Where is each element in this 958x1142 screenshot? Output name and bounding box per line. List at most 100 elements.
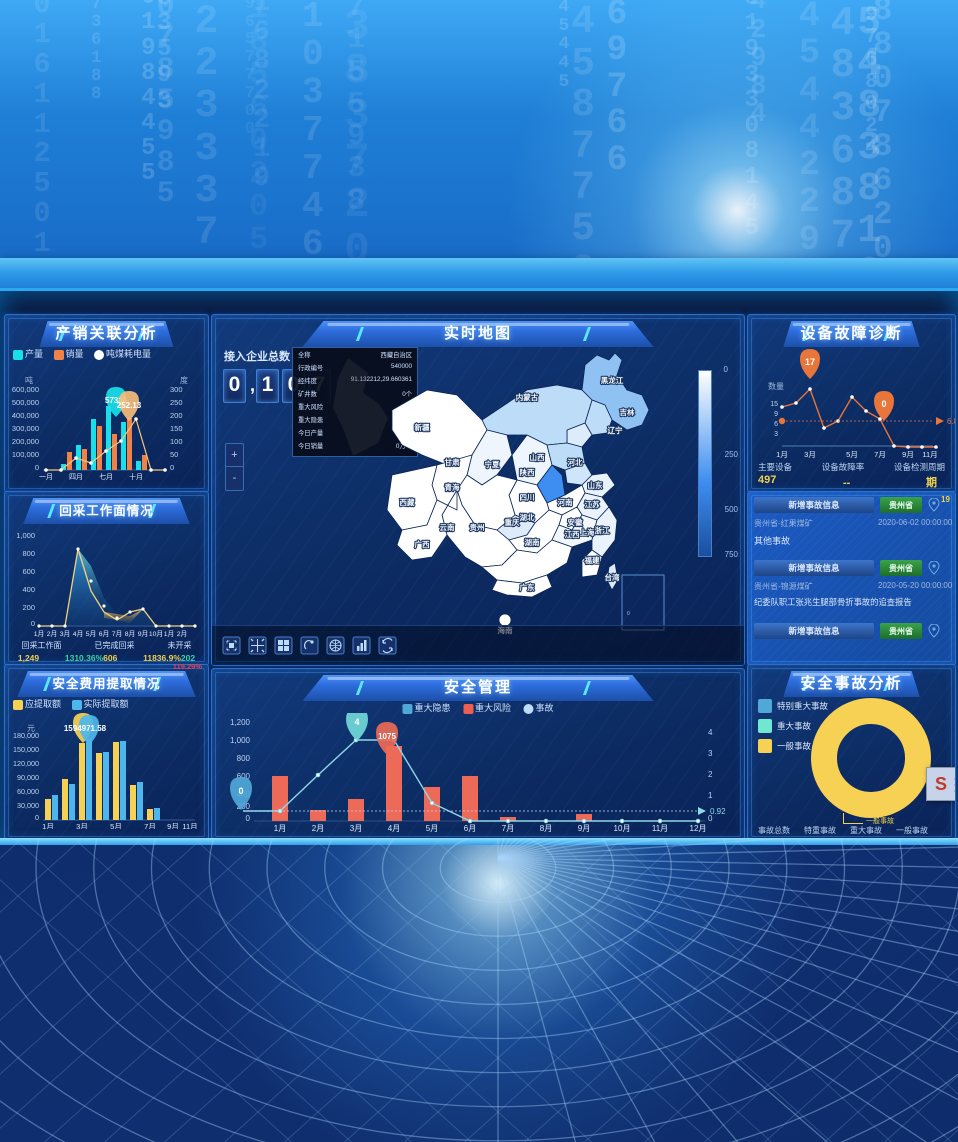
svg-text:1月: 1月: [42, 822, 54, 829]
svg-text:江西: 江西: [565, 529, 580, 539]
svg-text:3月: 3月: [350, 824, 362, 833]
svg-text:4: 4: [708, 728, 713, 737]
svg-text:0: 0: [238, 786, 243, 796]
svg-text:7月: 7月: [502, 824, 514, 833]
svg-text:1月: 1月: [776, 450, 788, 459]
svg-text:3月: 3月: [76, 822, 88, 829]
svg-text:300,000: 300,000: [12, 424, 39, 433]
svg-text:5月: 5月: [846, 450, 858, 459]
svg-text:4月: 4月: [388, 824, 400, 833]
svg-text:云南: 云南: [440, 522, 455, 532]
svg-text:福建: 福建: [584, 555, 600, 565]
svg-text:11月: 11月: [182, 822, 197, 829]
svg-text:广西: 广西: [415, 539, 430, 549]
svg-text:宁夏: 宁夏: [485, 459, 500, 469]
svg-text:11月: 11月: [922, 450, 937, 459]
svg-text:新疆: 新疆: [415, 422, 430, 432]
svg-text:100,000: 100,000: [12, 450, 39, 459]
svg-text:湖北: 湖北: [520, 512, 535, 522]
svg-text:上海: 上海: [580, 527, 595, 537]
svg-text:安徽: 安徽: [568, 517, 583, 527]
svg-text:800: 800: [237, 754, 251, 763]
svg-text:9月: 9月: [167, 822, 179, 829]
svg-text:4月: 4月: [73, 630, 84, 638]
svg-text:1月: 1月: [164, 630, 175, 638]
svg-text:11月: 11月: [652, 824, 668, 833]
svg-text:1月: 1月: [274, 824, 286, 833]
svg-text:四川: 四川: [520, 493, 535, 502]
svg-text:河南: 河南: [558, 497, 573, 507]
svg-text:5月: 5月: [86, 630, 97, 638]
svg-text:青海: 青海: [445, 482, 460, 492]
svg-text:0: 0: [627, 611, 630, 617]
svg-text:1594971.58: 1594971.58: [64, 724, 107, 733]
svg-text:山西: 山西: [530, 452, 545, 462]
svg-text:17: 17: [805, 357, 815, 367]
svg-text:180,000: 180,000: [13, 731, 39, 740]
svg-text:3: 3: [774, 431, 778, 438]
svg-text:1,200: 1,200: [230, 718, 251, 727]
svg-text:120,000: 120,000: [13, 759, 39, 768]
svg-text:一月: 一月: [39, 473, 53, 481]
svg-text:0: 0: [170, 463, 174, 472]
svg-text:3: 3: [708, 749, 713, 758]
svg-text:7月: 7月: [874, 450, 886, 459]
svg-text:5月: 5月: [110, 822, 122, 829]
svg-text:1,000: 1,000: [230, 736, 251, 745]
svg-text:252.13: 252.13: [117, 401, 142, 410]
svg-text:8月: 8月: [125, 630, 136, 638]
svg-text:江苏: 江苏: [585, 499, 600, 509]
svg-text:200,000: 200,000: [12, 437, 39, 446]
svg-text:90,000: 90,000: [17, 773, 39, 782]
svg-text:3月: 3月: [804, 450, 816, 459]
svg-text:广东: 广东: [520, 582, 535, 592]
svg-text:湖南: 湖南: [525, 537, 540, 547]
svg-text:250: 250: [170, 398, 183, 407]
svg-text:重庆: 重庆: [505, 517, 520, 527]
svg-text:30,000: 30,000: [17, 801, 39, 810]
svg-text:台湾: 台湾: [605, 572, 620, 582]
svg-text:9月: 9月: [902, 450, 914, 459]
svg-text:800: 800: [22, 549, 35, 558]
svg-text:6月: 6月: [99, 630, 110, 638]
svg-text:6.8: 6.8: [947, 417, 955, 426]
svg-text:3月: 3月: [60, 630, 71, 638]
svg-text:1,000: 1,000: [16, 531, 35, 540]
svg-text:8月: 8月: [540, 824, 552, 833]
svg-text:西藏: 西藏: [400, 497, 415, 507]
svg-text:山东: 山东: [588, 480, 603, 490]
svg-text:1: 1: [708, 791, 713, 800]
svg-text:100: 100: [170, 437, 183, 446]
svg-text:0: 0: [881, 399, 886, 409]
svg-text:6月: 6月: [464, 824, 476, 833]
svg-text:12月: 12月: [690, 824, 707, 833]
svg-text:10月: 10月: [614, 824, 631, 833]
svg-text:贵州: 贵州: [470, 522, 485, 532]
svg-text:2月: 2月: [177, 630, 188, 638]
svg-text:50: 50: [170, 450, 178, 459]
svg-text:600,000: 600,000: [12, 385, 39, 394]
svg-text:陕西: 陕西: [520, 467, 535, 477]
svg-text:2月: 2月: [47, 630, 58, 638]
svg-text:400,000: 400,000: [12, 411, 39, 420]
svg-text:10月: 10月: [149, 630, 163, 638]
svg-text:7月: 7月: [112, 630, 123, 638]
svg-text:0: 0: [35, 463, 39, 472]
svg-text:河北: 河北: [568, 457, 583, 467]
svg-text:9: 9: [774, 411, 778, 418]
svg-text:2: 2: [708, 770, 713, 779]
svg-text:1月: 1月: [34, 630, 45, 638]
svg-text:S: S: [935, 774, 947, 794]
svg-text:600: 600: [22, 567, 35, 576]
svg-text:400: 400: [22, 585, 35, 594]
svg-text:七月: 七月: [99, 472, 113, 481]
svg-text:0: 0: [35, 813, 39, 822]
svg-text:0: 0: [246, 814, 251, 823]
svg-text:200: 200: [170, 411, 183, 420]
svg-text:7月: 7月: [144, 822, 156, 829]
svg-text:5月: 5月: [426, 824, 438, 833]
svg-text:9月: 9月: [138, 630, 149, 638]
svg-text:辽宁: 辽宁: [608, 425, 623, 435]
svg-text:4: 4: [354, 717, 359, 727]
svg-text:吉林: 吉林: [620, 407, 635, 417]
